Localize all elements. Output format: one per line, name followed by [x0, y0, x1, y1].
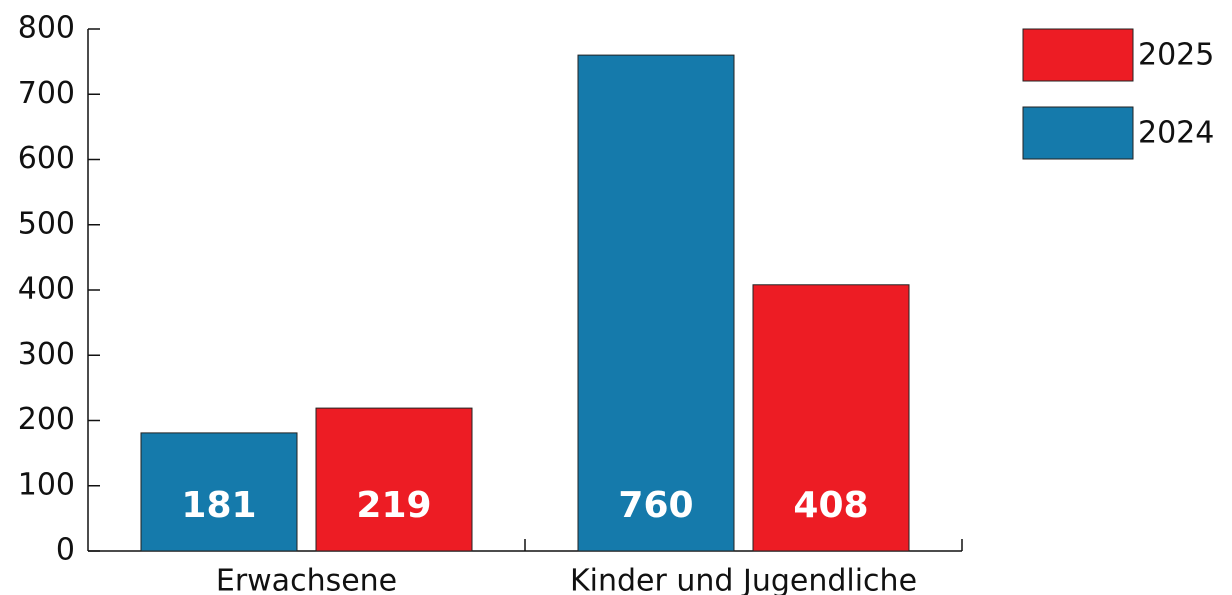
legend-label: 2024: [1138, 116, 1214, 151]
y-tick-label: 500: [18, 206, 75, 241]
y-tick-label: 700: [18, 76, 75, 111]
y-tick-label: 200: [18, 402, 75, 437]
x-tick-label: Kinder und Jugendliche: [570, 564, 917, 595]
bar: [315, 407, 473, 552]
y-tick-label: 600: [18, 141, 75, 176]
legend-label: 2025: [1138, 38, 1214, 73]
y-tick-label: 0: [56, 533, 75, 568]
data-label: 408: [793, 485, 868, 526]
y-tick-label: 300: [18, 337, 75, 372]
x-tick-label: Erwachsene: [216, 564, 397, 595]
bar: [140, 432, 298, 552]
legend-swatch: [1022, 28, 1134, 82]
bar: [577, 54, 735, 552]
y-tick-label: 400: [18, 272, 75, 307]
y-tick-label: 100: [18, 467, 75, 502]
data-label: 760: [618, 485, 693, 526]
y-tick-label: 800: [18, 11, 75, 46]
data-label: 181: [181, 485, 256, 526]
bar: [752, 284, 910, 552]
legend-swatch: [1022, 106, 1134, 160]
data-label: 219: [356, 485, 431, 526]
